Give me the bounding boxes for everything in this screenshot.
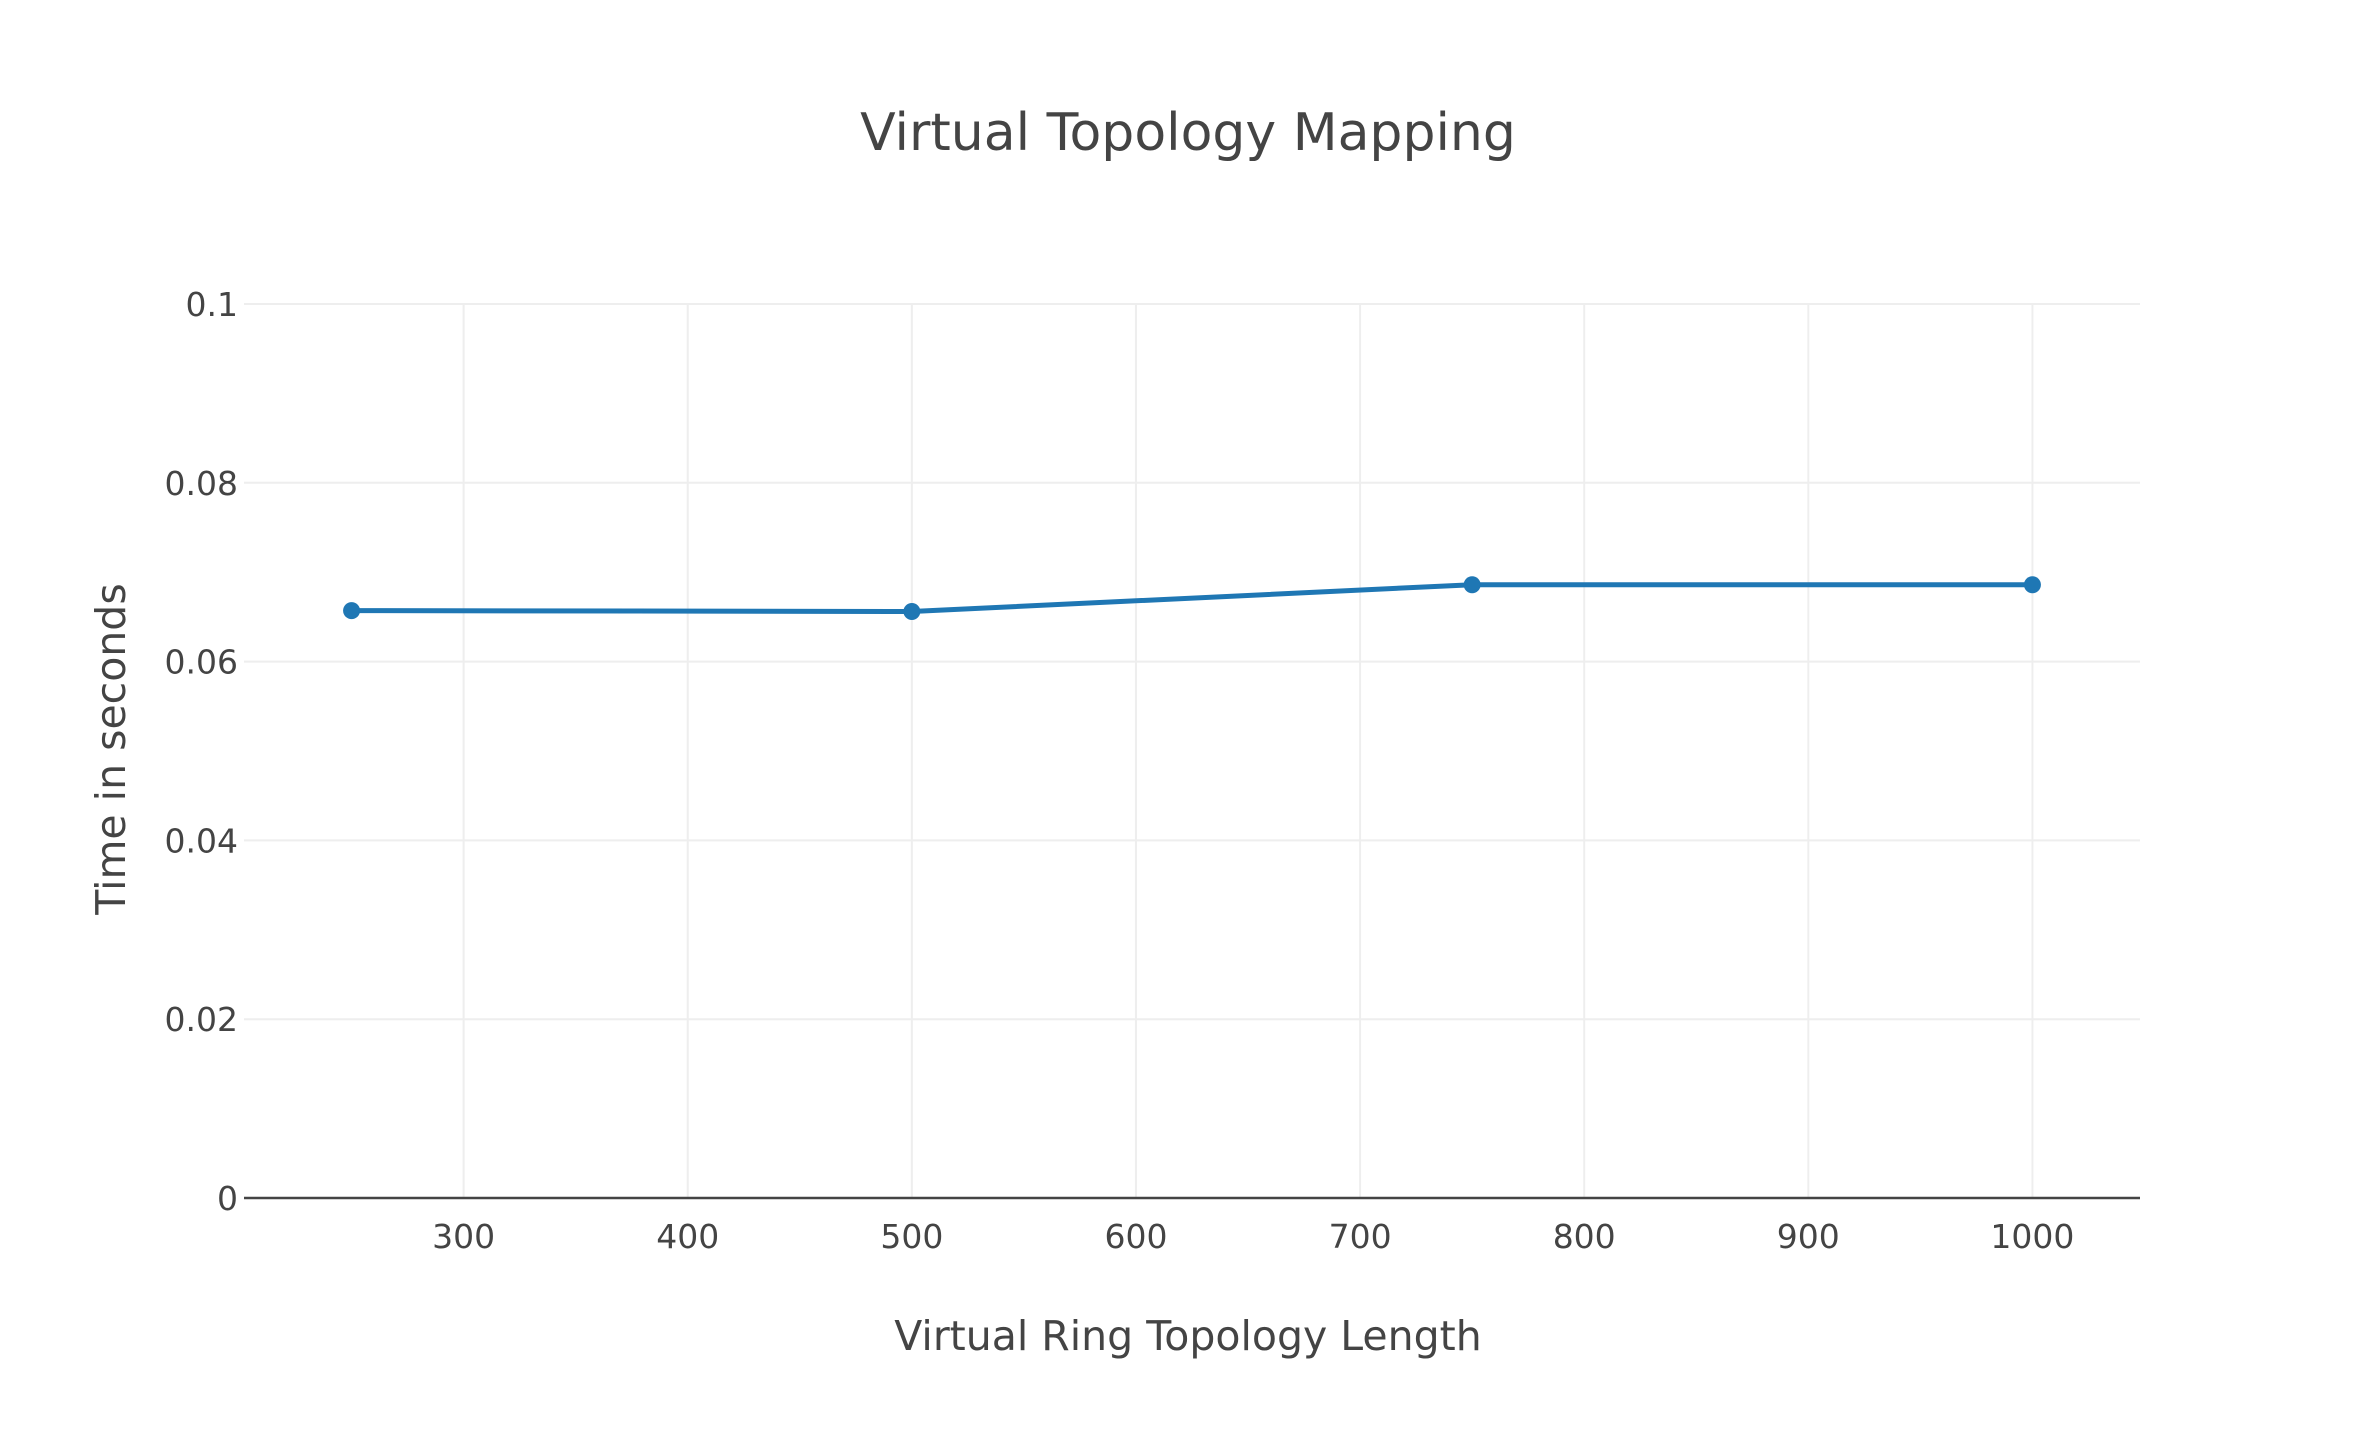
x-tick-label: 400	[656, 1217, 719, 1256]
data-point	[1463, 576, 1481, 594]
x-tick-label: 500	[880, 1217, 943, 1256]
data-point	[903, 603, 921, 621]
tick-labels: 300 400 500 600 700 800 900 1000 0 0.02 0.04 0.06 0.…	[165, 285, 2075, 1256]
y-tick-label: 0.06	[165, 643, 238, 682]
x-tick-label: 800	[1553, 1217, 1616, 1256]
series-layer	[343, 576, 2041, 621]
grid-lines	[244, 303, 2140, 1198]
x-tick-label: 900	[1777, 1217, 1840, 1256]
x-tick-label: 700	[1329, 1217, 1392, 1256]
series-line	[349, 582, 2035, 614]
y-tick-label: 0.04	[165, 821, 238, 860]
data-point	[2023, 576, 2041, 594]
x-tick-label: 600	[1104, 1217, 1167, 1256]
x-tick-label: 300	[432, 1217, 495, 1256]
y-axis-title: Time in seconds	[87, 583, 135, 915]
chart-title: Virtual Topology Mapping	[860, 103, 1516, 163]
y-tick-label: 0	[217, 1179, 238, 1218]
y-tick-label: 0.08	[165, 464, 238, 503]
y-tick-label: 0.1	[186, 285, 238, 324]
x-axis-title: Virtual Ring Topology Length	[894, 1312, 1481, 1360]
data-point	[343, 602, 361, 620]
x-tick-label: 1000	[1990, 1217, 2074, 1256]
y-tick-label: 0.02	[165, 1000, 238, 1039]
